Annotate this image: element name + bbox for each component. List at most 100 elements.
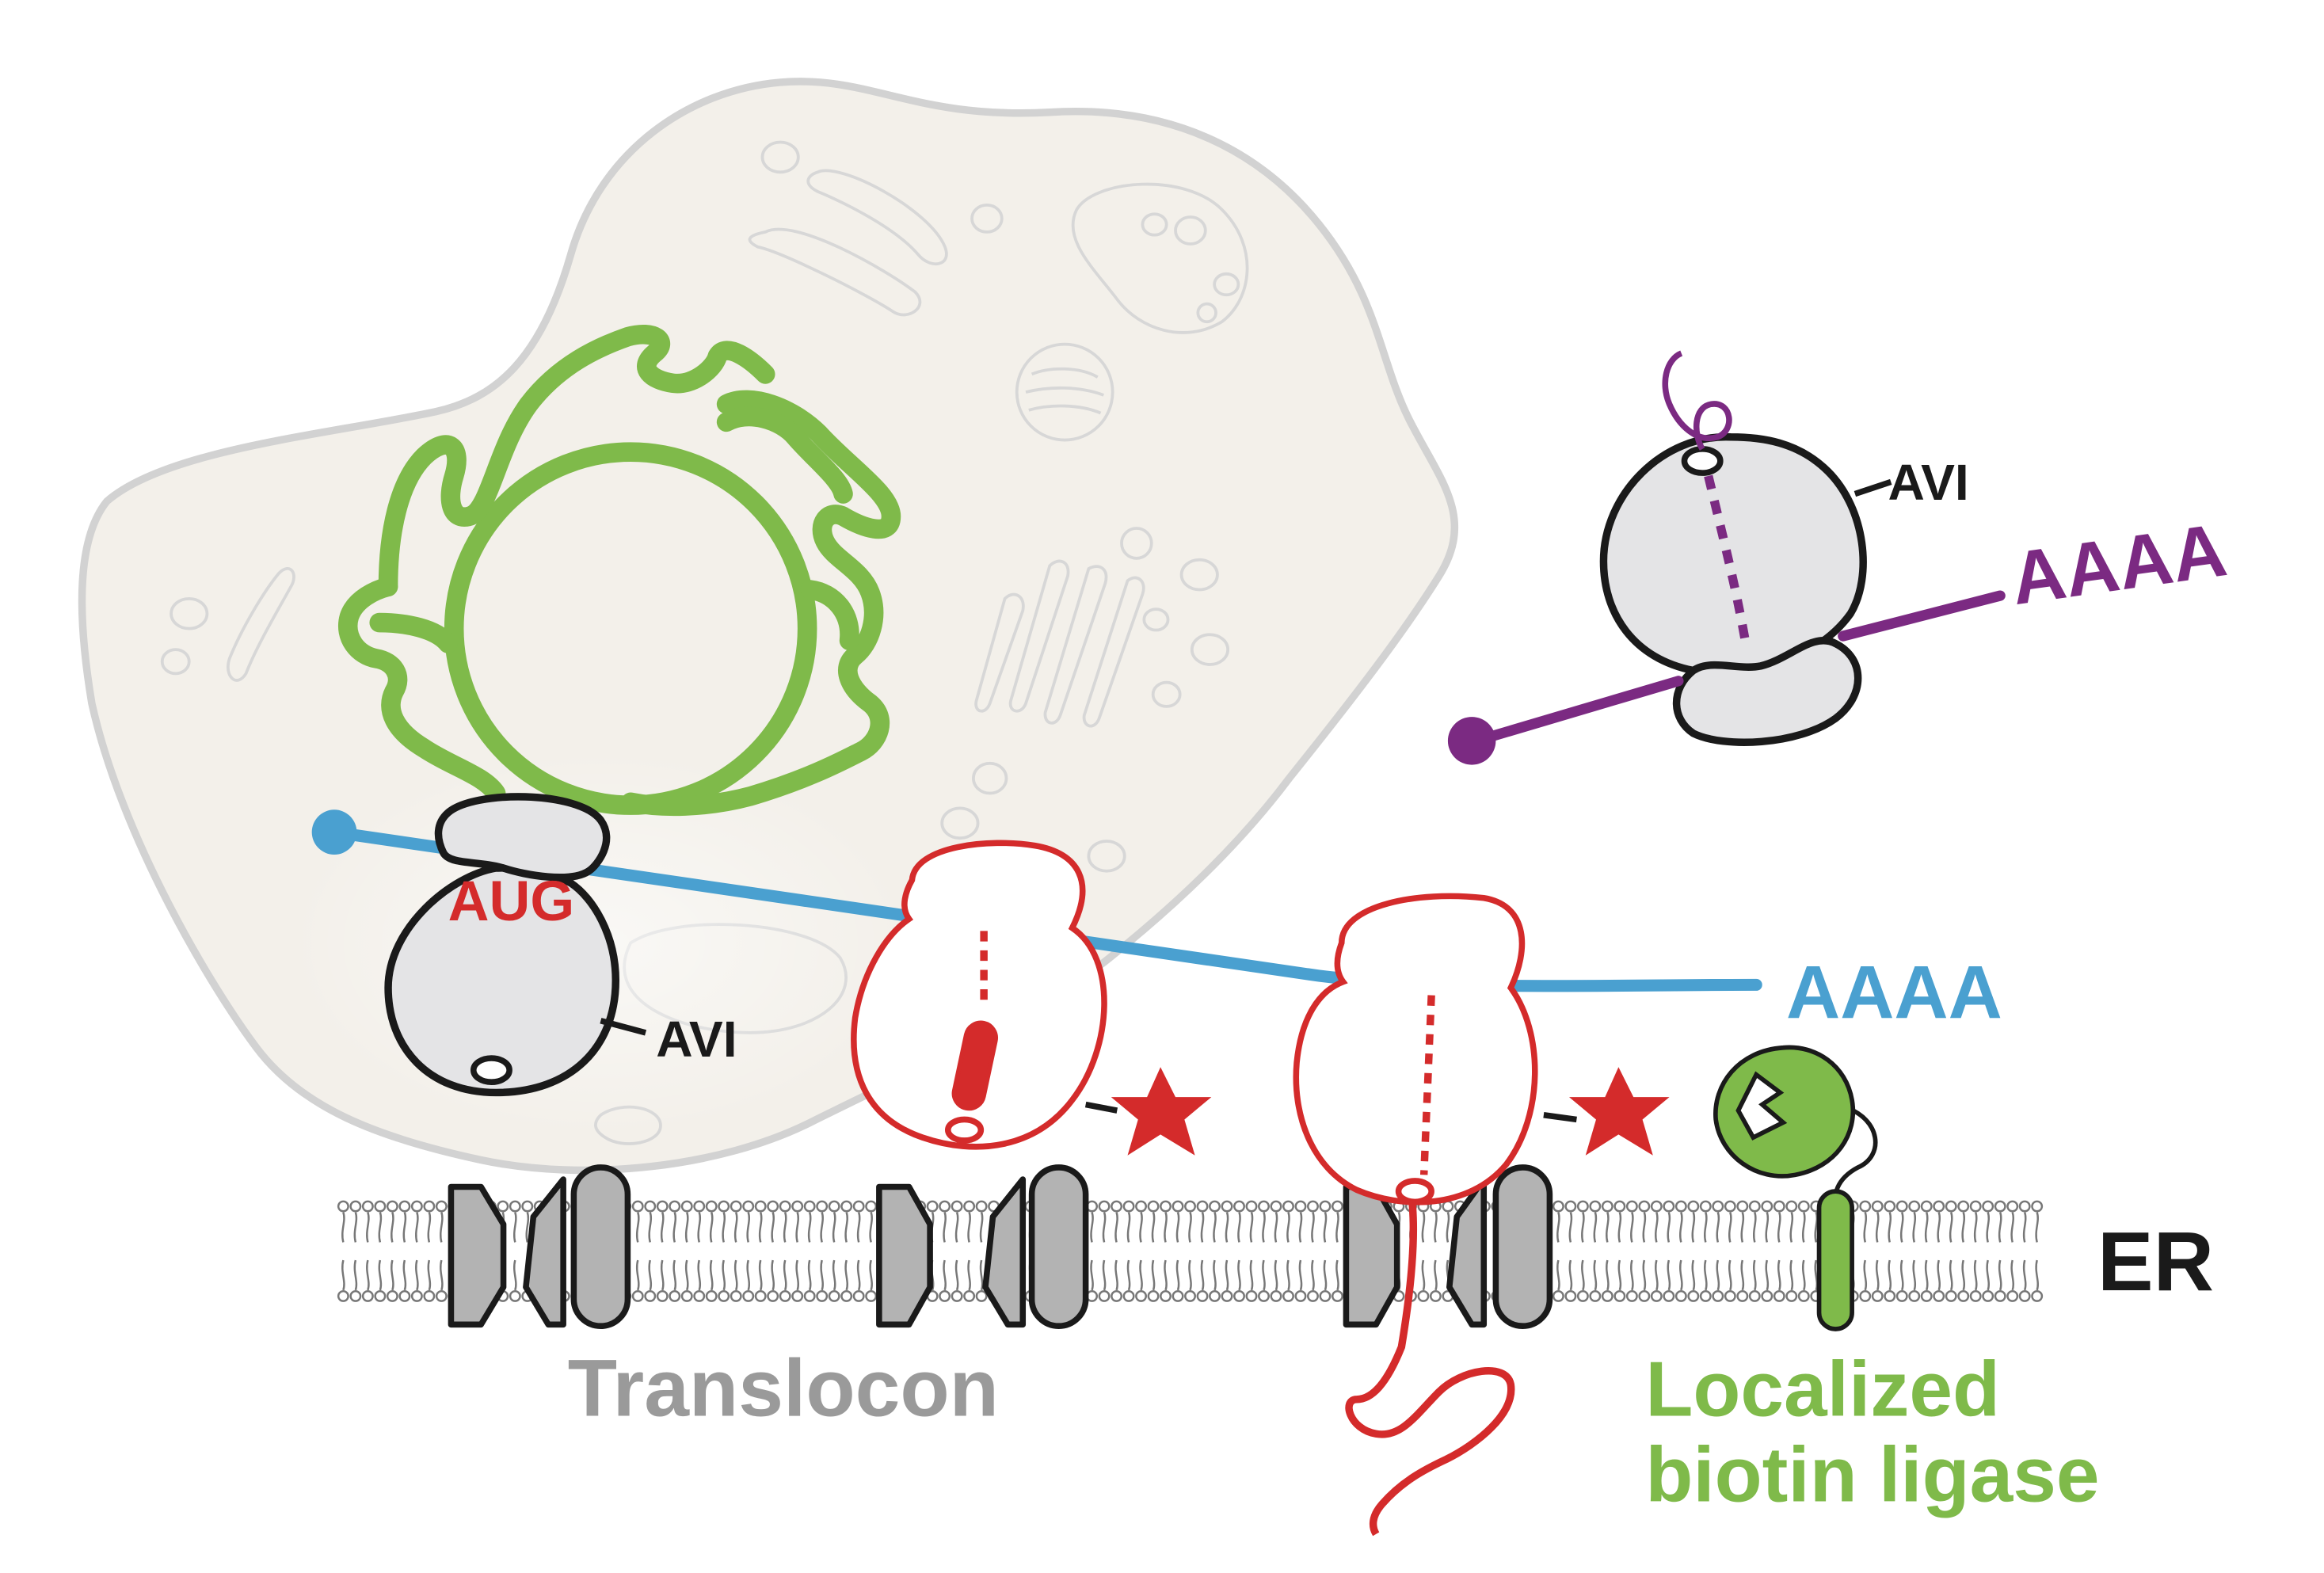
lipid-tail [1188,1259,1192,1291]
translocon-subunit-c [1028,1164,1089,1329]
lipid-tail [758,1259,763,1291]
lipid-tail [1200,1259,1205,1291]
lipid-head [1233,1200,1245,1213]
lipid-head [1147,1289,1160,1302]
lipid-tail [1151,1212,1156,1243]
lipid-head [1111,1289,1123,1302]
lipid-tail [684,1212,689,1243]
lipid-tail [1899,1212,1904,1243]
lipid-tail [746,1259,750,1291]
lipid-tail [844,1259,848,1291]
lipid-head [423,1289,436,1302]
lipid-tail [402,1259,407,1291]
lipid-head [497,1200,509,1213]
lipid-tail [660,1259,665,1291]
nuclear-envelope-outer-left [338,577,506,803]
lipid-head [435,1289,448,1302]
lipid-tail [1986,1259,1990,1291]
lipid-tail [1102,1259,1107,1291]
lipid-head [742,1200,755,1213]
lipid-head [374,1289,387,1302]
lipid-head [1736,1289,1749,1302]
lipid-tail [820,1259,824,1291]
lipid-head [1859,1200,1872,1213]
lipid-tail [1679,1212,1683,1243]
lipid-head [742,1289,755,1302]
lipid-tail [1642,1212,1647,1243]
lipid-head [1098,1200,1111,1213]
lipid-tail [1679,1259,1683,1291]
lipid-head [791,1289,804,1302]
lipid-tail [1924,1259,1929,1291]
lipid-tail [1888,1259,1892,1291]
lipid-tail [1581,1259,1585,1291]
ribosome-body [1293,893,1538,1205]
lipid-head [1871,1289,1884,1302]
lipid-head [718,1200,730,1213]
lipid-head [1736,1200,1749,1213]
lipid-tail [758,1212,763,1243]
lipid-head [1319,1200,1332,1213]
lipid-tail [1606,1212,1610,1243]
lipid-head [680,1289,693,1302]
lipid-tail [1311,1212,1315,1243]
lipid-tail [795,1259,799,1291]
mitochondrion-striated [1015,342,1114,442]
lipid-head [1245,1289,1258,1302]
lipid-tail [1655,1259,1659,1291]
lipid-tail [1863,1259,1868,1291]
lipid-tail [378,1212,383,1243]
cytosolic-ribosome [1447,350,2006,765]
lipid-tail [1753,1212,1757,1243]
lipid-tail [1899,1259,1904,1291]
lipid-tail [353,1212,358,1243]
lipid-tail [722,1212,726,1243]
lipid-tail [1200,1212,1205,1243]
lipid-tail [1912,1259,1917,1291]
ribosome-large-subunit [1599,433,1867,676]
lipid-head [1699,1289,1712,1302]
lipid-tail [1090,1259,1094,1291]
lipid-tail [1249,1212,1254,1243]
nascent-chain-helix [951,1020,998,1111]
lipid-head [963,1200,976,1213]
lipid-tail [1728,1259,1732,1291]
lipid-tail [1556,1212,1560,1243]
lipid-tail [1568,1259,1573,1291]
translocon-subunit-a [876,1183,933,1328]
lipid-head [1687,1289,1700,1302]
lipid-head [386,1289,398,1302]
lipid-tail [378,1259,383,1291]
lipid-tail [2022,1259,2027,1291]
lipid-head [644,1200,657,1213]
lipid-tail [1642,1259,1647,1291]
lipid-head [865,1289,878,1302]
lipid-tail [1630,1212,1634,1243]
lipid-tail [1593,1259,1598,1291]
lipid-tail [513,1212,517,1243]
lipid-head [521,1200,534,1213]
lipid-tail [967,1259,971,1291]
lipid-head [693,1289,706,1302]
lipid-head [939,1200,951,1213]
lipid-head [803,1289,816,1302]
lipid-tail [1937,1259,1941,1291]
lipid-tail [1335,1259,1339,1291]
lipid-tail [440,1212,444,1243]
lipid-tail [648,1212,653,1243]
lipid-tail [1606,1259,1610,1291]
lipid-head [1589,1289,1602,1302]
lipid-tail [709,1212,714,1243]
lipid-head [410,1200,423,1213]
lipid-tail [1986,1212,1990,1243]
lipid-tail [783,1212,787,1243]
lipid-head [1221,1289,1233,1302]
lipid-tail [856,1212,861,1243]
lipid-head [767,1200,779,1213]
lipid-tail [1617,1212,1622,1243]
lipid-tail [1421,1259,1426,1291]
lipid-tail [1728,1212,1732,1243]
lipid-head [816,1200,829,1213]
translocon-group-1 [448,1164,631,1329]
lipid-tail [1961,1259,1965,1291]
